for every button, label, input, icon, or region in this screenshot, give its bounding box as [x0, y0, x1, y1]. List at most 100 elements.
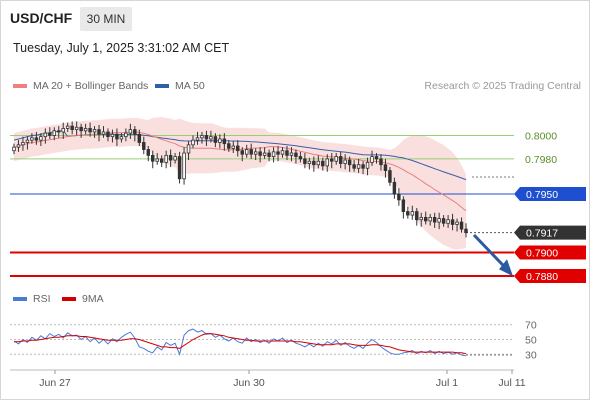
candle-body — [441, 218, 446, 224]
candle-body — [294, 152, 298, 157]
candle-body — [267, 152, 271, 157]
timeframe-button[interactable]: 30 MIN — [80, 7, 132, 31]
candle-body — [182, 152, 186, 180]
ma50-swatch — [155, 84, 169, 89]
candle-body — [450, 219, 455, 225]
candle-body — [25, 139, 30, 143]
candle-body — [34, 137, 39, 141]
level-tag-bg — [514, 245, 586, 260]
candle-body — [334, 156, 338, 162]
ma20-line — [13, 131, 467, 212]
candle-body — [200, 135, 204, 139]
candle-body — [325, 158, 329, 167]
candle-body — [410, 211, 415, 216]
candle-body — [370, 156, 374, 163]
candle-body — [343, 159, 347, 164]
candle-body — [361, 164, 365, 169]
candle-body — [106, 131, 110, 138]
candle-body — [191, 139, 195, 146]
level-tag-bg — [514, 187, 586, 201]
candle-body — [39, 136, 43, 141]
level-tag-pivot: 0.7950 — [514, 187, 586, 201]
candle-body — [213, 136, 218, 143]
candle-body — [253, 151, 258, 155]
credit-text: Research © 2025 Trading Central — [424, 80, 581, 92]
candle-body — [151, 154, 155, 162]
candle-body — [222, 138, 227, 145]
bollinger-band — [14, 116, 466, 250]
candle-body — [159, 158, 164, 163]
rsi-line — [13, 328, 467, 357]
x-axis-label: Jun 27 — [39, 377, 71, 389]
candle-body — [338, 156, 343, 164]
candle-body — [432, 217, 437, 223]
candle-body — [321, 160, 325, 167]
forecast-arrow-shaft — [472, 233, 506, 268]
level-tag-support: 0.7900 — [514, 245, 586, 260]
x-axis-label: Jul 1 — [436, 377, 458, 389]
candle-body — [168, 154, 173, 161]
candle-body — [365, 161, 370, 169]
candle-body — [119, 136, 124, 140]
legend-ma50-label: MA 50 — [175, 80, 205, 92]
candle-body — [276, 151, 280, 155]
candle-body — [195, 137, 200, 141]
level-label-resistance: 0.7980 — [525, 154, 557, 166]
candle-body — [61, 128, 65, 133]
candle-body — [388, 170, 392, 183]
candle-body — [379, 158, 383, 166]
level-tag-label: 0.7900 — [526, 248, 558, 260]
candle-body — [347, 159, 352, 166]
candle-body — [231, 145, 236, 149]
candle-body — [392, 181, 397, 195]
rsi-tick-label: 50 — [525, 335, 537, 347]
candle-body — [52, 130, 57, 136]
candle-body — [352, 164, 356, 169]
last-price-tag-bg — [514, 225, 586, 240]
legend-ma20-label: MA 20 + Bollinger Bands — [33, 80, 149, 92]
candle-body — [209, 136, 213, 140]
candle-body — [307, 160, 312, 164]
timestamp: Tuesday, July 1, 2025 3:31:02 AM CET — [13, 41, 230, 55]
candle-body — [21, 142, 25, 146]
candle-body — [249, 149, 253, 155]
candle-body — [383, 164, 388, 171]
legend-rsi-label: RSI — [33, 293, 51, 305]
candle-body — [280, 150, 285, 155]
candle-body — [92, 129, 97, 133]
candle-body — [227, 143, 231, 149]
candle-body — [110, 133, 115, 138]
candle-body — [30, 137, 34, 141]
candle-body — [356, 164, 361, 169]
candle-body — [464, 228, 468, 234]
candle-body — [312, 160, 316, 166]
candle-body — [459, 221, 464, 230]
legend-ma20: MA 20 + Bollinger Bands — [13, 80, 148, 92]
symbol-title: USD/CHF — [10, 10, 73, 26]
candle-body — [128, 129, 133, 134]
candle-body — [244, 149, 249, 155]
candle-body — [79, 126, 83, 132]
candle-body — [115, 133, 119, 140]
candle-body — [446, 219, 450, 224]
candle-body — [271, 151, 276, 157]
rsi-9ma-line — [14, 333, 467, 355]
candle-body — [236, 145, 240, 152]
candle-body — [437, 218, 441, 223]
candle-body — [101, 131, 106, 135]
candle-body — [177, 156, 182, 180]
candle-body — [164, 154, 168, 163]
rsi-tick-label: 70 — [525, 320, 537, 332]
candle-body — [240, 150, 244, 155]
candle-body — [303, 158, 307, 164]
level-tag-label: 0.7880 — [526, 271, 558, 283]
candle-body — [289, 152, 294, 156]
candle-body — [415, 211, 419, 221]
candle-body — [137, 133, 142, 143]
candle-body — [70, 125, 74, 131]
candle-body — [316, 160, 321, 166]
candle-body — [155, 158, 159, 162]
candle-body — [423, 217, 428, 222]
x-axis-label: Jul 11 — [498, 377, 525, 389]
